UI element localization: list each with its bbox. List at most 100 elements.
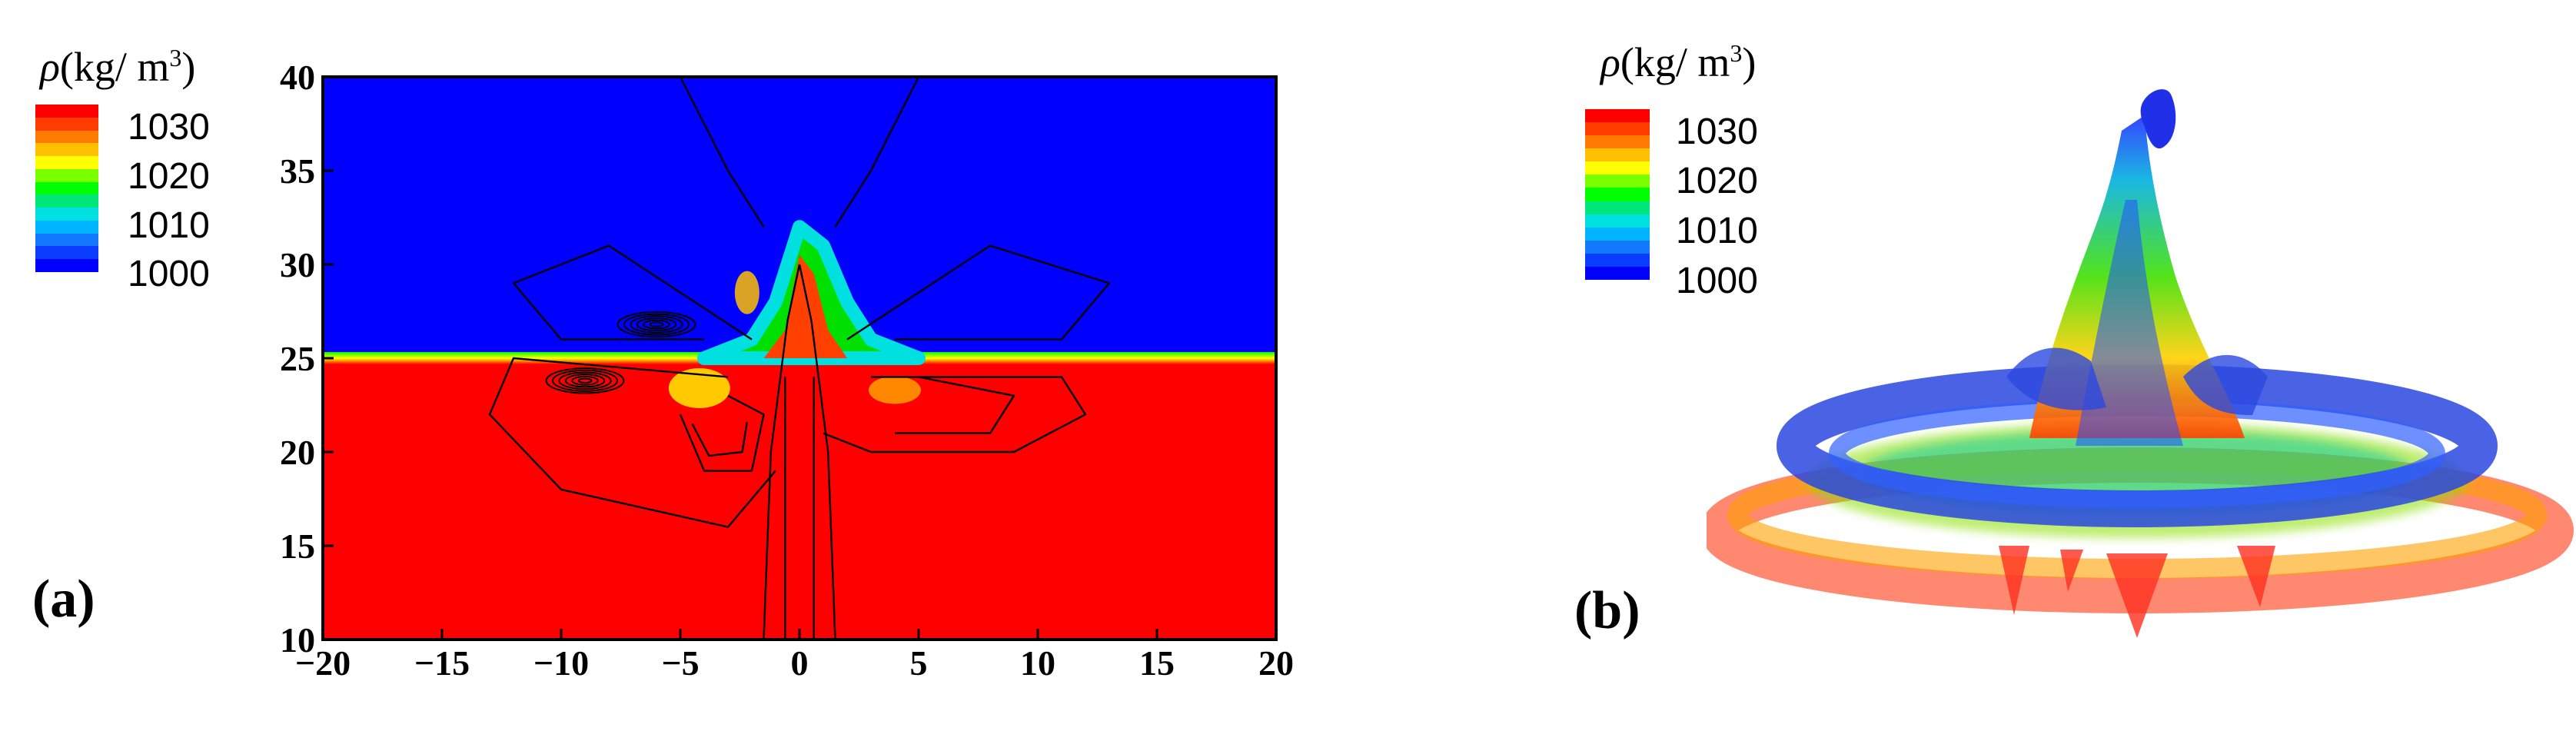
vortex-streamline — [623, 313, 690, 336]
x-tick-label: 0 — [791, 643, 809, 676]
colorbar-band — [1585, 240, 1650, 254]
streamline — [512, 244, 753, 341]
colorbar-band — [35, 194, 98, 208]
streamlines — [488, 76, 1111, 640]
streamline — [846, 244, 1111, 341]
colorbar-band — [35, 130, 98, 144]
colorbar-band — [1585, 266, 1650, 281]
colorbar-b-title: ρ(kg/ m3) — [1600, 38, 1756, 86]
vortex-streamline — [571, 375, 599, 386]
colorbar-b-tick-1010: 1010 — [1676, 211, 1758, 251]
rho-symbol: ρ — [40, 44, 60, 90]
colorbar-b-gradient — [1585, 109, 1650, 281]
streamline — [834, 76, 920, 228]
y-tick-label: 10 — [280, 620, 315, 660]
y-tick-label: 15 — [280, 527, 315, 566]
panel-b-label: (b) — [1574, 581, 1640, 640]
colorbar-band — [35, 156, 98, 170]
y-tick-label: 20 — [280, 433, 315, 472]
streamline — [691, 421, 748, 457]
colorbar-band — [35, 233, 98, 247]
streamline — [895, 376, 1015, 434]
colorbar-b-tick-1020: 1020 — [1676, 161, 1758, 201]
panel-a-plot: −20 −15 −10 −5 0 5 10 15 20 40 35 30 25 20 15 10 — [280, 58, 1294, 676]
rho-symbol-b: ρ — [1600, 39, 1620, 85]
lower-fluid-region — [323, 358, 1276, 640]
plume-right-lobe — [2183, 354, 2268, 415]
colorbar-band — [1585, 148, 1650, 162]
streamline — [679, 76, 765, 228]
vortex-streamline — [630, 315, 683, 334]
x-tick-label: −10 — [533, 643, 589, 676]
streamline — [679, 394, 765, 472]
streamline — [763, 264, 801, 640]
unit-prefix-b: (kg/ m — [1620, 39, 1730, 85]
colorbar-band — [1585, 253, 1650, 267]
lower-red-drips — [1999, 546, 2275, 638]
vortex-streamline — [545, 367, 625, 394]
colorbar-band — [35, 105, 98, 118]
vortex-streamline — [558, 371, 612, 390]
colorbar-band — [1585, 227, 1650, 241]
colorbar-band — [35, 143, 98, 157]
vortex-streamline — [643, 319, 670, 330]
density-field — [323, 77, 1276, 640]
vortex-streamline — [564, 374, 606, 388]
colorbar-band — [1585, 135, 1650, 149]
colorbar-band — [1585, 122, 1650, 136]
y-tick-label: 25 — [280, 339, 315, 378]
y-tick-label: 35 — [280, 151, 315, 191]
colorbar-band — [35, 208, 98, 221]
unit-suffix: ) — [181, 44, 196, 90]
detached-top-blob — [2140, 89, 2176, 149]
vortex-streamline — [617, 311, 696, 338]
x-tick-label: 10 — [1020, 643, 1055, 676]
colorbar-band — [35, 246, 98, 260]
panel-a-label: (a) — [32, 570, 95, 629]
x-tick-label: −15 — [414, 643, 470, 676]
colorbar-band — [35, 259, 98, 273]
colorbar-band — [1585, 174, 1650, 188]
vortex-streamline — [636, 317, 677, 332]
vortex-streamline — [577, 377, 593, 384]
unit-prefix: (kg/ m — [59, 44, 170, 90]
streamline — [488, 357, 776, 528]
colorbar-band — [35, 181, 98, 195]
colorbar-a-title: ρ(kg/ m3) — [40, 43, 195, 91]
x-tick-label: 5 — [910, 643, 928, 676]
colorbar-band — [1585, 109, 1650, 123]
unit-exponent: 3 — [169, 44, 182, 71]
mixing-patch-top — [734, 271, 760, 314]
vortex-streamline — [552, 369, 618, 392]
colorbar-band — [35, 220, 98, 234]
x-tick-label: −20 — [295, 643, 351, 676]
axis-ticks: −20 −15 −10 −5 0 5 10 15 20 40 35 30 25 20 15 10 — [280, 58, 1294, 676]
colorbar-band — [1585, 188, 1650, 202]
colorbar-b-tick-1000: 1000 — [1676, 261, 1758, 301]
colorbar-a-gradient — [35, 105, 98, 273]
colorbar-band — [1585, 161, 1650, 175]
x-tick-label: −5 — [661, 643, 699, 676]
plume-core — [763, 254, 847, 358]
colorbar-a-tick-1030: 1030 — [128, 107, 210, 148]
y-tick-label: 30 — [280, 245, 315, 284]
x-tick-label: 20 — [1258, 643, 1294, 676]
colorbar-a-tick-1010: 1010 — [128, 205, 210, 246]
colorbar-band — [35, 117, 98, 131]
colorbar-b-tick-1030: 1030 — [1676, 111, 1758, 152]
vortex-streamline — [649, 321, 664, 327]
colorbar-band — [1585, 214, 1650, 228]
streamline — [823, 376, 1087, 454]
mixing-patch-left — [668, 368, 730, 409]
colorbar-band — [1585, 201, 1650, 215]
mixing-patch-right — [869, 376, 921, 404]
x-tick-label: 15 — [1139, 643, 1175, 676]
unit-suffix-b: ) — [1742, 39, 1757, 85]
plume-left-lobe — [2006, 347, 2106, 410]
colorbar-a-tick-1020: 1020 — [128, 156, 210, 197]
colorbar-band — [35, 168, 98, 183]
panel-b-isosurface-render — [1707, 89, 2574, 638]
y-tick-label: 40 — [280, 58, 315, 97]
colorbar-a-tick-1000: 1000 — [128, 254, 210, 294]
plume-blue-core — [2076, 200, 2183, 446]
